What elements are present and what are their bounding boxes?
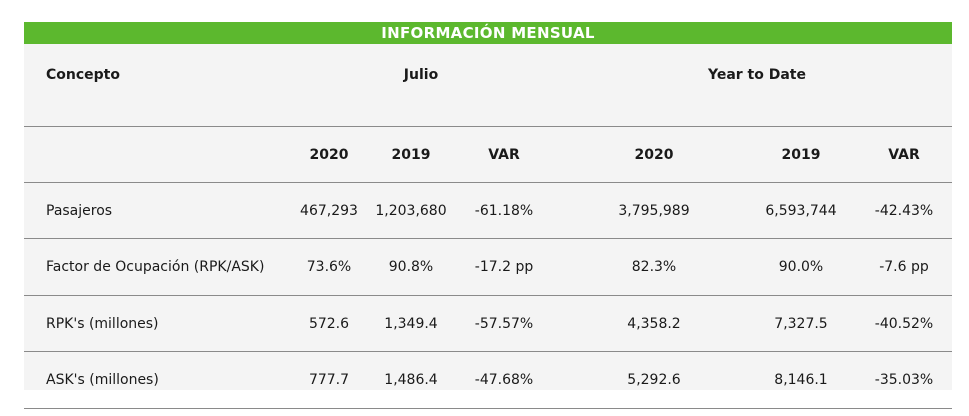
row-month-2019: 1,203,680 (375, 202, 447, 219)
row-month-var: -47.68% (474, 372, 534, 388)
subheader-month-2019: 2019 (391, 146, 431, 163)
header-julio: Julio (403, 67, 439, 83)
row-ytd-2020: 82.3% (631, 259, 677, 275)
row-ytd-2019: 7,327.5 (774, 315, 828, 332)
row-ytd-2019: 90.0% (778, 259, 824, 275)
row-ytd-2020: 4,358.2 (627, 315, 681, 332)
row-month-var: -17.2 pp (474, 259, 534, 275)
header-row: Concepto Julio Year to Date (24, 44, 952, 127)
row-concepto: Factor de Ocupación (RPK/ASK) (46, 259, 265, 275)
row-month-2020: 777.7 (308, 372, 350, 388)
subheader-ytd-2020: 2020 (634, 146, 674, 163)
row-concepto: Pasajeros (46, 202, 113, 219)
row-month-2020: 73.6% (306, 259, 352, 275)
row-ytd-var: -42.43% (874, 202, 934, 219)
row-month-2020: 572.6 (308, 315, 350, 332)
subheader-month-var: VAR (488, 146, 520, 163)
row-ytd-var: -40.52% (874, 315, 934, 332)
table-row: Factor de Ocupación (RPK/ASK) 73.6% 90.8… (24, 239, 952, 296)
subheader-ytd-var: VAR (888, 146, 920, 163)
row-ytd-var: -35.03% (874, 372, 934, 388)
header-concepto: Concepto (46, 67, 120, 83)
row-ytd-var: -7.6 pp (879, 259, 929, 275)
table-title: INFORMACIÓN MENSUAL (24, 22, 952, 44)
row-month-2020: 467,293 (300, 202, 358, 219)
row-concepto: ASK's (millones) (46, 372, 159, 388)
row-month-2019: 1,486.4 (384, 372, 438, 388)
row-ytd-2019: 8,146.1 (774, 372, 828, 388)
row-month-var: -61.18% (474, 202, 534, 219)
subheader-ytd-2019: 2019 (781, 146, 821, 163)
table-row: ASK's (millones) 777.7 1,486.4 -47.68% 5… (24, 352, 952, 409)
row-ytd-2020: 3,795,989 (618, 202, 690, 219)
subheader-row: 2020 2019 VAR 2020 2019 VAR (24, 127, 952, 183)
table-row: RPK's (millones) 572.6 1,349.4 -57.57% 4… (24, 296, 952, 352)
monthly-info-table: INFORMACIÓN MENSUAL Concepto Julio Year … (24, 22, 952, 409)
table-row: Pasajeros 467,293 1,203,680 -61.18% 3,79… (24, 183, 952, 239)
subheader-month-2020: 2020 (309, 146, 349, 163)
row-ytd-2019: 6,593,744 (765, 202, 837, 219)
row-ytd-2020: 5,292.6 (627, 372, 681, 388)
row-month-2019: 90.8% (388, 259, 434, 275)
row-concepto: RPK's (millones) (46, 315, 159, 332)
row-month-var: -57.57% (474, 315, 534, 332)
row-month-2019: 1,349.4 (384, 315, 438, 332)
header-ytd: Year to Date (707, 67, 806, 83)
